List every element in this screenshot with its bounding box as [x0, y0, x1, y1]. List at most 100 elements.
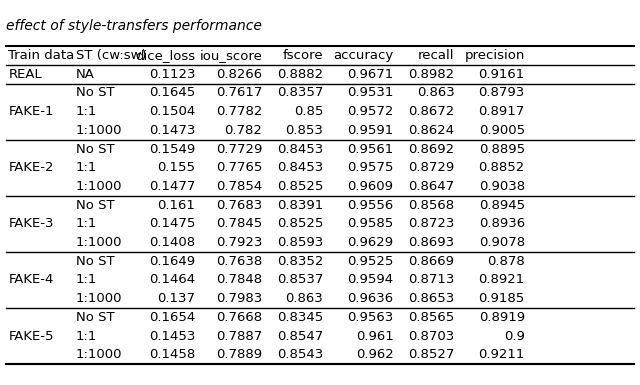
Text: 0.8982: 0.8982: [408, 68, 454, 81]
Text: 1:1: 1:1: [76, 218, 97, 230]
Text: accuracy: accuracy: [333, 49, 394, 62]
Text: 0.9531: 0.9531: [348, 87, 394, 99]
Text: 0.1464: 0.1464: [149, 273, 195, 286]
Text: 0.1504: 0.1504: [149, 105, 195, 118]
Text: 1:1000: 1:1000: [76, 292, 122, 305]
Text: 0.8852: 0.8852: [479, 161, 525, 174]
Text: 0.8669: 0.8669: [408, 255, 454, 268]
Text: 0.8266: 0.8266: [216, 68, 262, 81]
Text: 0.137: 0.137: [157, 292, 195, 305]
Text: No ST: No ST: [76, 311, 114, 324]
Text: 0.8895: 0.8895: [479, 142, 525, 156]
Text: 0.8525: 0.8525: [277, 218, 323, 230]
Text: 0.7854: 0.7854: [216, 180, 262, 193]
Text: 0.863: 0.863: [417, 87, 454, 99]
Text: 0.878: 0.878: [487, 255, 525, 268]
Text: 0.1475: 0.1475: [149, 218, 195, 230]
Text: 1:1: 1:1: [76, 161, 97, 174]
Text: 1:1: 1:1: [76, 105, 97, 118]
Text: 0.8672: 0.8672: [408, 105, 454, 118]
Text: 0.8624: 0.8624: [408, 124, 454, 137]
Text: 1:1: 1:1: [76, 330, 97, 343]
Text: 0.8345: 0.8345: [277, 311, 323, 324]
Text: FAKE-3: FAKE-3: [8, 218, 54, 230]
Text: precision: precision: [465, 49, 525, 62]
Text: 0.9161: 0.9161: [479, 68, 525, 81]
Text: 0.7683: 0.7683: [216, 199, 262, 212]
Text: 0.8882: 0.8882: [277, 68, 323, 81]
Text: 0.8653: 0.8653: [408, 292, 454, 305]
Text: FAKE-2: FAKE-2: [8, 161, 54, 174]
Text: 0.8723: 0.8723: [408, 218, 454, 230]
Text: NA: NA: [76, 68, 94, 81]
Text: 0.1645: 0.1645: [149, 87, 195, 99]
Text: 0.9609: 0.9609: [348, 180, 394, 193]
Text: 0.155: 0.155: [157, 161, 195, 174]
Text: 0.9211: 0.9211: [479, 348, 525, 361]
Text: 0.962: 0.962: [356, 348, 394, 361]
Text: 0.7845: 0.7845: [216, 218, 262, 230]
Text: 0.8537: 0.8537: [277, 273, 323, 286]
Text: 0.1458: 0.1458: [149, 348, 195, 361]
Text: 0.9575: 0.9575: [348, 161, 394, 174]
Text: 0.8693: 0.8693: [408, 236, 454, 249]
Text: ST (cw:sw): ST (cw:sw): [76, 49, 146, 62]
Text: 0.1453: 0.1453: [149, 330, 195, 343]
Text: 0.8453: 0.8453: [277, 161, 323, 174]
Text: 0.7729: 0.7729: [216, 142, 262, 156]
Text: 0.161: 0.161: [157, 199, 195, 212]
Text: 0.8945: 0.8945: [479, 199, 525, 212]
Text: 0.9591: 0.9591: [348, 124, 394, 137]
Text: 0.8352: 0.8352: [277, 255, 323, 268]
Text: 0.85: 0.85: [294, 105, 323, 118]
Text: 0.8525: 0.8525: [277, 180, 323, 193]
Text: iou_score: iou_score: [200, 49, 262, 62]
Text: Train data: Train data: [8, 49, 75, 62]
Text: 0.1123: 0.1123: [148, 68, 195, 81]
Text: 0.8565: 0.8565: [408, 311, 454, 324]
Text: 0.8547: 0.8547: [277, 330, 323, 343]
Text: 0.9525: 0.9525: [348, 255, 394, 268]
Text: 1:1000: 1:1000: [76, 124, 122, 137]
Text: 0.7765: 0.7765: [216, 161, 262, 174]
Text: 0.8936: 0.8936: [479, 218, 525, 230]
Text: 0.9671: 0.9671: [348, 68, 394, 81]
Text: 0.7668: 0.7668: [216, 311, 262, 324]
Text: 0.9585: 0.9585: [348, 218, 394, 230]
Text: FAKE-5: FAKE-5: [8, 330, 54, 343]
Text: dice_loss: dice_loss: [135, 49, 195, 62]
Text: 0.9078: 0.9078: [479, 236, 525, 249]
Text: 0.9: 0.9: [504, 330, 525, 343]
Text: 0.1477: 0.1477: [149, 180, 195, 193]
Text: 0.7983: 0.7983: [216, 292, 262, 305]
Text: 0.782: 0.782: [225, 124, 262, 137]
Text: 0.9563: 0.9563: [348, 311, 394, 324]
Text: 0.1408: 0.1408: [149, 236, 195, 249]
Text: 0.7889: 0.7889: [216, 348, 262, 361]
Text: 0.8793: 0.8793: [479, 87, 525, 99]
Text: 0.9038: 0.9038: [479, 180, 525, 193]
Text: 0.1473: 0.1473: [149, 124, 195, 137]
Text: 0.7638: 0.7638: [216, 255, 262, 268]
Text: fscore: fscore: [283, 49, 323, 62]
Text: 0.8917: 0.8917: [479, 105, 525, 118]
Text: 0.7782: 0.7782: [216, 105, 262, 118]
Text: 0.9556: 0.9556: [348, 199, 394, 212]
Text: 0.8543: 0.8543: [277, 348, 323, 361]
Text: 1:1: 1:1: [76, 273, 97, 286]
Text: 0.1649: 0.1649: [149, 255, 195, 268]
Text: No ST: No ST: [76, 255, 114, 268]
Text: 0.7887: 0.7887: [216, 330, 262, 343]
Text: 0.8568: 0.8568: [408, 199, 454, 212]
Text: 0.8692: 0.8692: [408, 142, 454, 156]
Text: 0.9561: 0.9561: [348, 142, 394, 156]
Text: 0.7923: 0.7923: [216, 236, 262, 249]
Text: FAKE-1: FAKE-1: [8, 105, 54, 118]
Text: No ST: No ST: [76, 199, 114, 212]
Text: 0.8647: 0.8647: [408, 180, 454, 193]
Text: 1:1000: 1:1000: [76, 236, 122, 249]
Text: 0.7848: 0.7848: [216, 273, 262, 286]
Text: No ST: No ST: [76, 87, 114, 99]
Text: 0.8703: 0.8703: [408, 330, 454, 343]
Text: 1:1000: 1:1000: [76, 180, 122, 193]
